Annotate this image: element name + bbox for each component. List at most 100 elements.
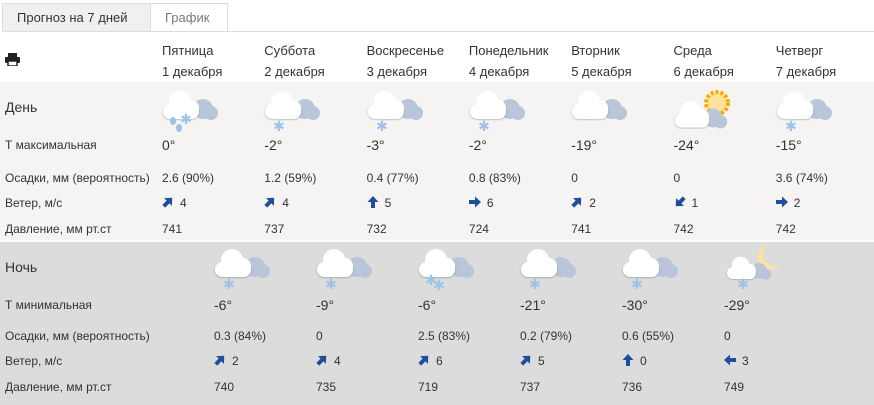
weekday: Среда <box>673 43 712 58</box>
day-header: Пятница 1 декабря <box>162 40 222 82</box>
wind-arrow-icon <box>264 196 282 210</box>
cloud-icon <box>568 85 638 136</box>
temperature: -15° <box>775 137 802 153</box>
wind: 2 <box>214 354 239 368</box>
wind-arrow-icon <box>418 354 436 368</box>
wind-speed: 5 <box>538 354 545 368</box>
wind-speed: 6 <box>436 354 443 368</box>
tab-bar: Прогноз на 7 дней График <box>2 3 874 32</box>
wind: 6 <box>468 196 494 210</box>
day-header: Вторник 5 декабря <box>571 40 631 82</box>
temperature: -6° <box>214 297 233 313</box>
wind-arrow-icon <box>520 354 538 368</box>
tab-chart[interactable]: График <box>150 3 228 31</box>
date: 6 декабря <box>673 64 734 79</box>
day-section: День Т максимальная Осадки, мм (вероятно… <box>0 82 874 240</box>
temperature: -9° <box>316 297 335 313</box>
day-header: Среда 6 декабря <box>674 40 734 82</box>
night-title: Ночь <box>5 259 38 275</box>
wind: 4 <box>162 196 187 210</box>
precipitation: 0.3 (84%) <box>214 329 267 343</box>
wind-arrow-icon <box>724 354 742 368</box>
wind: 0 <box>622 354 647 368</box>
tmax-label: Т максимальная <box>5 138 97 152</box>
svg-text:✱: ✱ <box>180 112 192 128</box>
pressure: 741 <box>162 222 183 236</box>
wind-arrow-icon <box>214 354 232 368</box>
day-header: Четверг 7 декабря <box>776 40 836 82</box>
wind-speed: 3 <box>742 354 749 368</box>
precipitation: 2.6 (90%) <box>162 171 215 185</box>
wind-arrow-icon <box>162 196 180 210</box>
wind-arrow-icon <box>571 196 589 210</box>
precipitation: 2.5 (83%) <box>418 329 471 343</box>
wind-speed: 4 <box>334 354 341 368</box>
temperature: 0° <box>162 137 176 153</box>
wind-speed: 0 <box>640 354 647 368</box>
wind: 4 <box>264 196 289 210</box>
cloud-snow-icon: ✱ <box>773 85 843 136</box>
cloud-snow-icon: ✱ <box>619 243 689 294</box>
wind-arrow-icon <box>775 196 794 210</box>
precipitation: 0 <box>316 329 323 343</box>
wind-arrow-icon <box>674 196 692 210</box>
svg-text:✱: ✱ <box>325 277 337 291</box>
date: 3 декабря <box>366 64 428 79</box>
pressure-label: Давление, мм рт.ст <box>5 380 112 394</box>
precipitation: 0 <box>724 329 731 343</box>
temperature: -2° <box>468 137 487 153</box>
wind-speed: 4 <box>180 196 187 210</box>
temperature: -6° <box>418 297 437 313</box>
tmin-label: Т минимальная <box>5 298 92 312</box>
temperature: -2° <box>264 137 283 153</box>
wind: 5 <box>520 354 545 368</box>
date: 2 декабря <box>264 64 325 79</box>
cloud-snow-icon: ✱ <box>313 243 383 294</box>
wind: 3 <box>724 354 749 368</box>
pressure: 736 <box>622 380 643 394</box>
pressure: 724 <box>468 222 489 236</box>
temperature: -21° <box>520 297 546 313</box>
precipitation: 0.4 (77%) <box>366 171 419 185</box>
temperature: -30° <box>622 297 648 313</box>
svg-text:✱: ✱ <box>478 119 490 133</box>
svg-text:✱: ✱ <box>425 273 437 289</box>
date: 1 декабря <box>162 64 223 79</box>
cloud-snow-icon: ✱ <box>466 85 536 136</box>
precipitation: 1.2 (59%) <box>264 171 317 185</box>
tab-forecast-7-days[interactable]: Прогноз на 7 дней <box>2 3 151 31</box>
wind-arrow-icon <box>316 354 334 368</box>
pressure: 732 <box>366 222 387 236</box>
pressure: 735 <box>316 380 337 394</box>
pressure: 737 <box>520 380 541 394</box>
wind: 2 <box>571 196 596 210</box>
wind-label: Ветер, м/с <box>5 354 63 368</box>
precipitation: 3.6 (74%) <box>775 171 828 185</box>
day-header: Воскресенье 3 декабря <box>367 40 444 82</box>
date: 5 декабря <box>571 64 632 79</box>
sun-cloud-icon <box>671 85 741 136</box>
precip-label: Осадки, мм (вероятность) <box>5 329 150 343</box>
wind-speed: 6 <box>486 196 494 210</box>
weekday: Пятница <box>162 43 214 58</box>
temperature: -29° <box>724 297 750 313</box>
wind-speed: 2 <box>793 196 801 210</box>
svg-text:✱: ✱ <box>737 277 749 291</box>
cloud-rain-snow-icon: ✱ <box>159 85 229 136</box>
precipitation: 0 <box>571 171 578 185</box>
svg-text:✱: ✱ <box>376 119 388 133</box>
wind-label: Ветер, м/с <box>5 196 63 210</box>
weekday: Четверг <box>775 43 824 58</box>
precipitation: 0.2 (79%) <box>520 329 573 343</box>
temperature: -24° <box>673 137 700 153</box>
wind: 1 <box>674 196 698 210</box>
svg-text:✱: ✱ <box>785 119 797 133</box>
pressure: 719 <box>418 380 439 394</box>
printer-icon[interactable] <box>5 53 20 69</box>
precipitation: 0.8 (83%) <box>468 171 521 185</box>
wind-arrow-icon <box>622 354 640 368</box>
cloud-snow-icon: ✱ <box>364 85 434 136</box>
wind: 5 <box>367 196 391 210</box>
svg-text:✱: ✱ <box>273 119 285 133</box>
wind-speed: 4 <box>282 196 289 210</box>
